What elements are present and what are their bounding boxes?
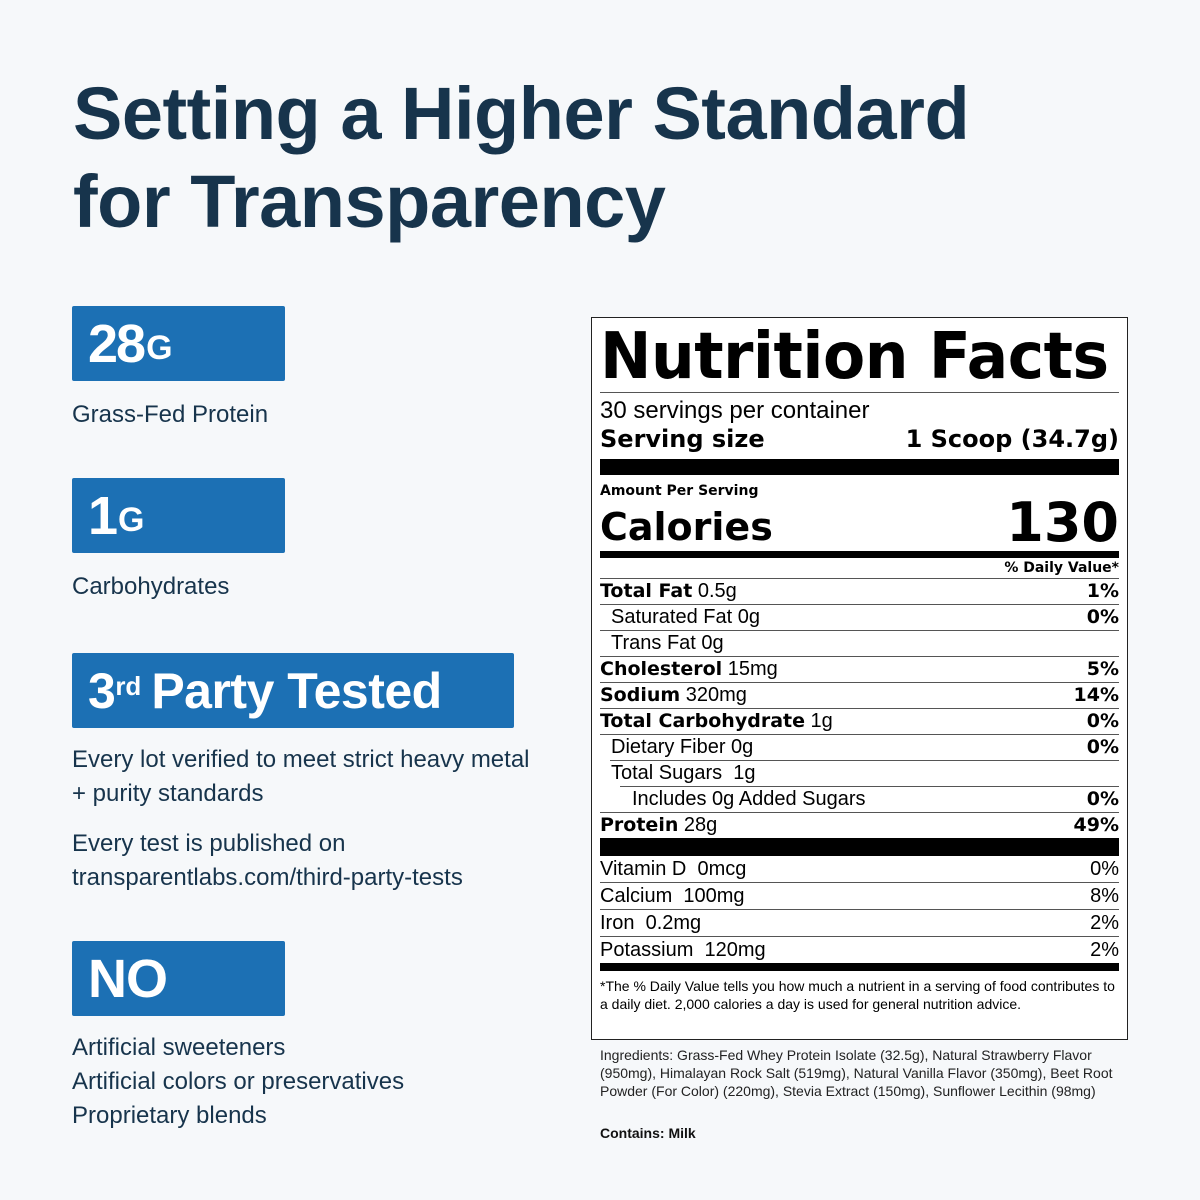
- nutrient-row-total-fat: Total Fat 0.5g 1%: [600, 578, 1119, 604]
- nutrient-name: Saturated Fat: [611, 606, 733, 628]
- servings-per-container: 30 servings per container: [600, 397, 870, 424]
- nutrient-dv: 0%: [1086, 736, 1119, 758]
- nutrient-name: Includes 0g Added Sugars: [632, 788, 866, 810]
- carbs-caption: Carbohydrates: [72, 573, 230, 600]
- nutrient-name: Sodium: [600, 684, 681, 706]
- allergen-statement: Contains: Milk: [600, 1125, 696, 1141]
- nutrient-amount: 1g: [810, 710, 833, 732]
- protein-badge: 28 G: [72, 306, 285, 381]
- vitamin-dv: 2%: [1090, 912, 1119, 934]
- serving-size-row: Serving size 1 Scoop (34.7g): [600, 425, 1119, 453]
- ingredients-list: Ingredients: Grass-Fed Whey Protein Isol…: [600, 1047, 1113, 1099]
- nutrient-amount: 0.5g: [697, 580, 737, 602]
- nutrient-row-total-carbohydrate: Total Carbohydrate 1g 0%: [600, 708, 1119, 734]
- nutrient-dv: 0%: [1086, 710, 1119, 732]
- nutrient-row-sodium: Sodium 320mg 14%: [600, 682, 1119, 708]
- badge-prefix: 3: [88, 662, 116, 719]
- nutrient-amount: 28g: [683, 814, 718, 836]
- nutrient-name: Trans Fat: [611, 632, 696, 654]
- nutrient-amount: 0g: [737, 606, 760, 628]
- badge-unit: G: [146, 329, 173, 367]
- badge-value: NO: [88, 948, 168, 1009]
- vitamin-dv: 0%: [1090, 858, 1119, 880]
- daily-value-footnote: *The % Daily Value tells you how much a …: [600, 978, 1115, 1012]
- nutrient-row-trans-fat: Trans Fat 0g: [600, 630, 1119, 656]
- vitamin-label: Iron 0.2mg: [600, 912, 702, 934]
- vitamin-row: Potassium 120mg 2%: [600, 936, 1119, 963]
- testing-caption: Every lot verified to meet strict heavy …: [72, 746, 530, 807]
- nutrient-row-saturated-fat: Saturated Fat 0g 0%: [600, 604, 1119, 630]
- vitamin-label: Vitamin D 0mcg: [600, 858, 747, 880]
- nutrient-dv: 0%: [1086, 606, 1119, 628]
- carbs-badge: 1 G: [72, 478, 285, 553]
- calories-value: 130: [1006, 491, 1119, 554]
- nutrient-name: Total Carbohydrate: [600, 710, 805, 732]
- calories-row: Calories 130: [600, 491, 1119, 554]
- no-list-item: Artificial colors or preservatives: [72, 1068, 405, 1095]
- badge-superscript: rd: [115, 671, 142, 701]
- protein-caption: Grass-Fed Protein: [72, 401, 269, 428]
- nutrient-row-dietary-fiber: Dietary Fiber 0g 0%: [600, 734, 1119, 760]
- nutrient-row-cholesterol: Cholesterol 15mg 5%: [600, 656, 1119, 682]
- divider: [600, 392, 1119, 393]
- nutrient-row-total-sugars: Total Sugars 1g: [610, 760, 1119, 786]
- badge-value: 28: [88, 313, 146, 374]
- nutrient-dv: 49%: [1073, 814, 1119, 836]
- headline-line-1: Setting a Higher Standard: [73, 72, 970, 155]
- amount-per-serving: Amount Per Serving: [600, 483, 759, 499]
- nutrient-dv: 0%: [1086, 788, 1119, 810]
- testing-publish-caption: Every test is published on transparentla…: [72, 830, 463, 891]
- nutrient-name: Protein: [600, 814, 679, 836]
- vitamin-row: Calcium 100mg 8%: [600, 882, 1119, 909]
- serving-size-value: 1 Scoop (34.7g): [905, 425, 1119, 453]
- vitamin-label: Potassium 120mg: [600, 939, 766, 961]
- nutrient-amount: 1g: [733, 762, 756, 784]
- divider-medium: [600, 963, 1119, 971]
- nutrient-name: Dietary Fiber: [611, 736, 726, 758]
- badge-value: 1: [88, 485, 118, 546]
- no-list-item: Proprietary blends: [72, 1102, 267, 1129]
- nutrient-row-protein: Protein 28g 49%: [600, 812, 1119, 838]
- vitamin-row: Vitamin D 0mcg 0%: [600, 856, 1119, 882]
- divider-thick: [600, 838, 1119, 856]
- nutrient-amount: 15mg: [727, 658, 778, 680]
- nutrient-amount: 0g: [731, 736, 754, 758]
- daily-value-header: % Daily Value*: [1004, 560, 1119, 576]
- nutrient-amount: 320mg: [685, 684, 747, 706]
- nutrient-name: Total Sugars: [611, 762, 723, 784]
- nutrient-row-added-sugars: Includes 0g Added Sugars 0%: [620, 786, 1119, 812]
- nutrient-name: Total Fat: [600, 580, 693, 602]
- serving-size-label: Serving size: [600, 425, 765, 453]
- headline-line-2: for Transparency: [73, 160, 666, 243]
- calories-label: Calories: [600, 505, 773, 549]
- vitamin-row: Iron 0.2mg 2%: [600, 909, 1119, 936]
- nutrient-amount: 0g: [701, 632, 724, 654]
- nutrient-name: Cholesterol: [600, 658, 723, 680]
- nutrition-facts-label: Nutrition Facts 30 servings per containe…: [591, 317, 1128, 1040]
- no-list: Artificial sweeteners Artificial colors …: [72, 1031, 404, 1133]
- no-list-item: Artificial sweeteners: [72, 1034, 286, 1061]
- badge-unit: G: [118, 501, 145, 539]
- vitamin-dv: 8%: [1090, 885, 1119, 907]
- nutrient-dv: 1%: [1086, 580, 1119, 602]
- page-headline: Setting a Higher Standard for Transparen…: [73, 70, 1073, 246]
- badge-value: Party Tested: [151, 662, 442, 719]
- vitamin-label: Calcium 100mg: [600, 885, 745, 907]
- nutrient-dv: 5%: [1086, 658, 1119, 680]
- nutrient-dv: 14%: [1073, 684, 1119, 706]
- third-party-tested-badge: 3 rd Party Tested: [72, 653, 514, 728]
- divider-thick: [600, 459, 1119, 475]
- divider-medium: [600, 551, 1119, 558]
- vitamin-dv: 2%: [1090, 939, 1119, 961]
- nutrition-title: Nutrition Facts: [600, 320, 1109, 394]
- no-badge: NO: [72, 941, 285, 1016]
